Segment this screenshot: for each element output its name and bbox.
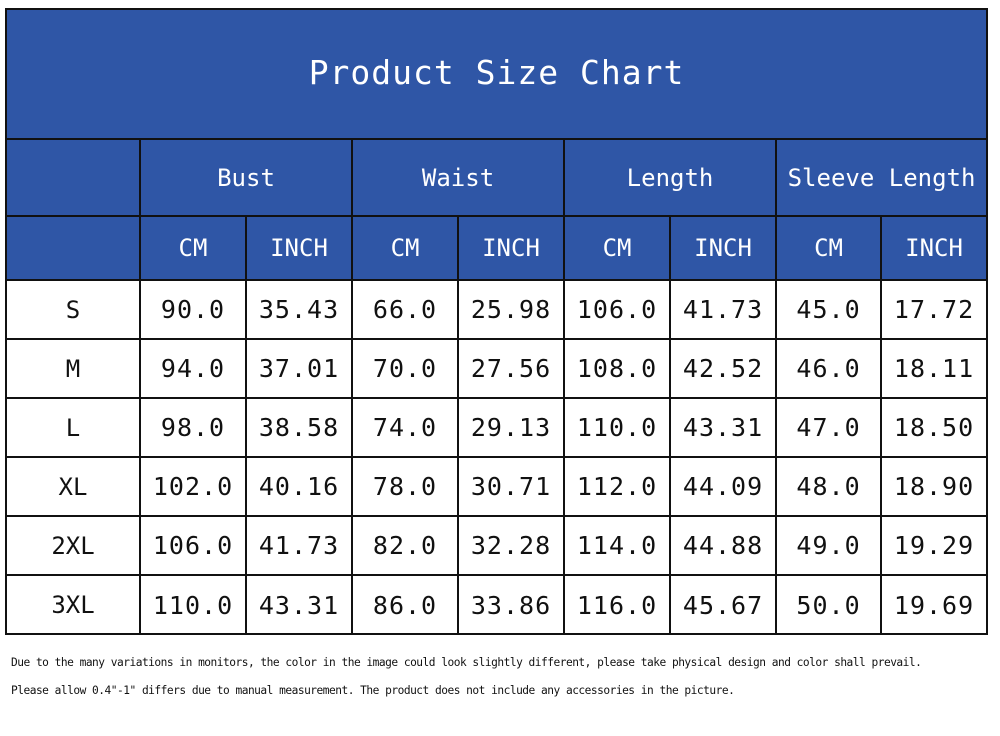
measurement-cell: 82.0 [351,515,460,576]
measurement-cell: 40.16 [244,456,354,517]
measurement-cell: 25.98 [457,279,566,340]
size-label-cell: M [7,338,141,399]
measurement-cell: 18.90 [880,456,987,517]
title-bar: Product Size Chart [7,10,986,140]
size-chart: Product Size Chart Bust Waist Length Sle… [5,8,988,635]
measurement-cell: 114.0 [563,515,672,576]
measurement-cell: 102.0 [139,456,247,517]
measurement-cell: 47.0 [775,397,883,458]
measurement-cell: 86.0 [351,574,460,634]
corner-cell [7,215,141,281]
unit-header: CM [775,215,883,281]
table-row: 2XL 106.0 41.73 82.0 32.28 114.0 44.88 49.0 19.2… [7,515,987,576]
group-header-waist: Waist [351,140,566,217]
measurement-cell: 38.58 [244,397,354,458]
measurement-cell: 29.13 [457,397,566,458]
measurement-cell: 46.0 [775,338,883,399]
unit-header: CM [563,215,672,281]
measurement-cell: 32.28 [457,515,566,576]
measurement-cell: 66.0 [351,279,460,340]
unit-header: CM [351,215,460,281]
unit-header: INCH [244,215,354,281]
measurement-cell: 70.0 [351,338,460,399]
measurement-cell: 94.0 [139,338,247,399]
size-label-cell: L [7,397,141,458]
measurement-cell: 98.0 [139,397,247,458]
size-label-cell: 3XL [7,574,141,634]
disclaimer-notes: Due to the many variations in monitors, … [11,652,991,708]
measurement-cell: 41.73 [244,515,354,576]
measurement-cell: 106.0 [139,515,247,576]
table-row: L 98.0 38.58 74.0 29.13 110.0 43.31 47.0 18.50 [7,397,987,458]
table-row: XL 102.0 40.16 78.0 30.71 112.0 44.09 48.0 18.90 [7,456,987,517]
unit-header-row: CM INCH CM INCH CM INCH CM INCH [7,215,987,281]
measurement-cell: 43.31 [669,397,778,458]
corner-cell [7,140,141,217]
size-label-cell: S [7,279,141,340]
measurement-cell: 18.50 [880,397,987,458]
note-line: Please allow 0.4"-1" differs due to manu… [11,684,735,697]
measurement-cell: 90.0 [139,279,247,340]
measurement-cell: 44.88 [669,515,778,576]
measurement-cell: 110.0 [139,574,247,634]
measurement-cell: 74.0 [351,397,460,458]
measurement-cell: 19.69 [880,574,987,634]
group-header-bust: Bust [138,140,354,217]
chart-title: Product Size Chart [308,52,685,92]
table-row: S 90.0 35.43 66.0 25.98 106.0 41.73 45.0 17.72 [7,279,987,340]
table-row: M 94.0 37.01 70.0 27.56 108.0 42.52 46.0 18.11 [7,338,987,399]
unit-header: INCH [669,215,778,281]
unit-header: CM [139,215,247,281]
measurement-cell: 17.72 [880,279,987,340]
measurement-cell: 30.71 [457,456,566,517]
measurement-cell: 43.31 [244,574,354,634]
measurement-cell: 35.43 [244,279,354,340]
measurement-cell: 42.52 [669,338,778,399]
size-label-cell: XL [7,456,141,517]
measurement-cell: 45.0 [775,279,883,340]
measurement-cell: 50.0 [775,574,883,634]
unit-header: INCH [880,215,987,281]
measurement-cell: 18.11 [880,338,987,399]
measurement-cell: 78.0 [351,456,460,517]
measurement-cell: 41.73 [669,279,778,340]
measurement-cell: 112.0 [563,456,672,517]
size-table: Bust Waist Length Sleeve Length CM INCH … [7,140,987,634]
table-row: 3XL 110.0 43.31 86.0 33.86 116.0 45.67 50.0 19.6… [7,574,987,634]
measurement-cell: 37.01 [244,338,354,399]
measurement-cell: 48.0 [775,456,883,517]
group-header-length: Length [563,140,778,217]
measurement-cell: 33.86 [457,574,566,634]
measurement-cell: 116.0 [563,574,672,634]
group-header-row: Bust Waist Length Sleeve Length [7,140,987,217]
unit-header: INCH [457,215,566,281]
measurement-cell: 106.0 [563,279,672,340]
measurement-cell: 45.67 [669,574,778,634]
size-label-cell: 2XL [7,515,141,576]
measurement-cell: 44.09 [669,456,778,517]
measurement-cell: 108.0 [563,338,672,399]
measurement-cell: 19.29 [880,515,987,576]
group-header-sleeve-length: Sleeve Length [775,140,987,217]
measurement-cell: 27.56 [457,338,566,399]
measurement-cell: 49.0 [775,515,883,576]
note-line: Due to the many variations in monitors, … [11,656,922,669]
measurement-cell: 110.0 [563,397,672,458]
